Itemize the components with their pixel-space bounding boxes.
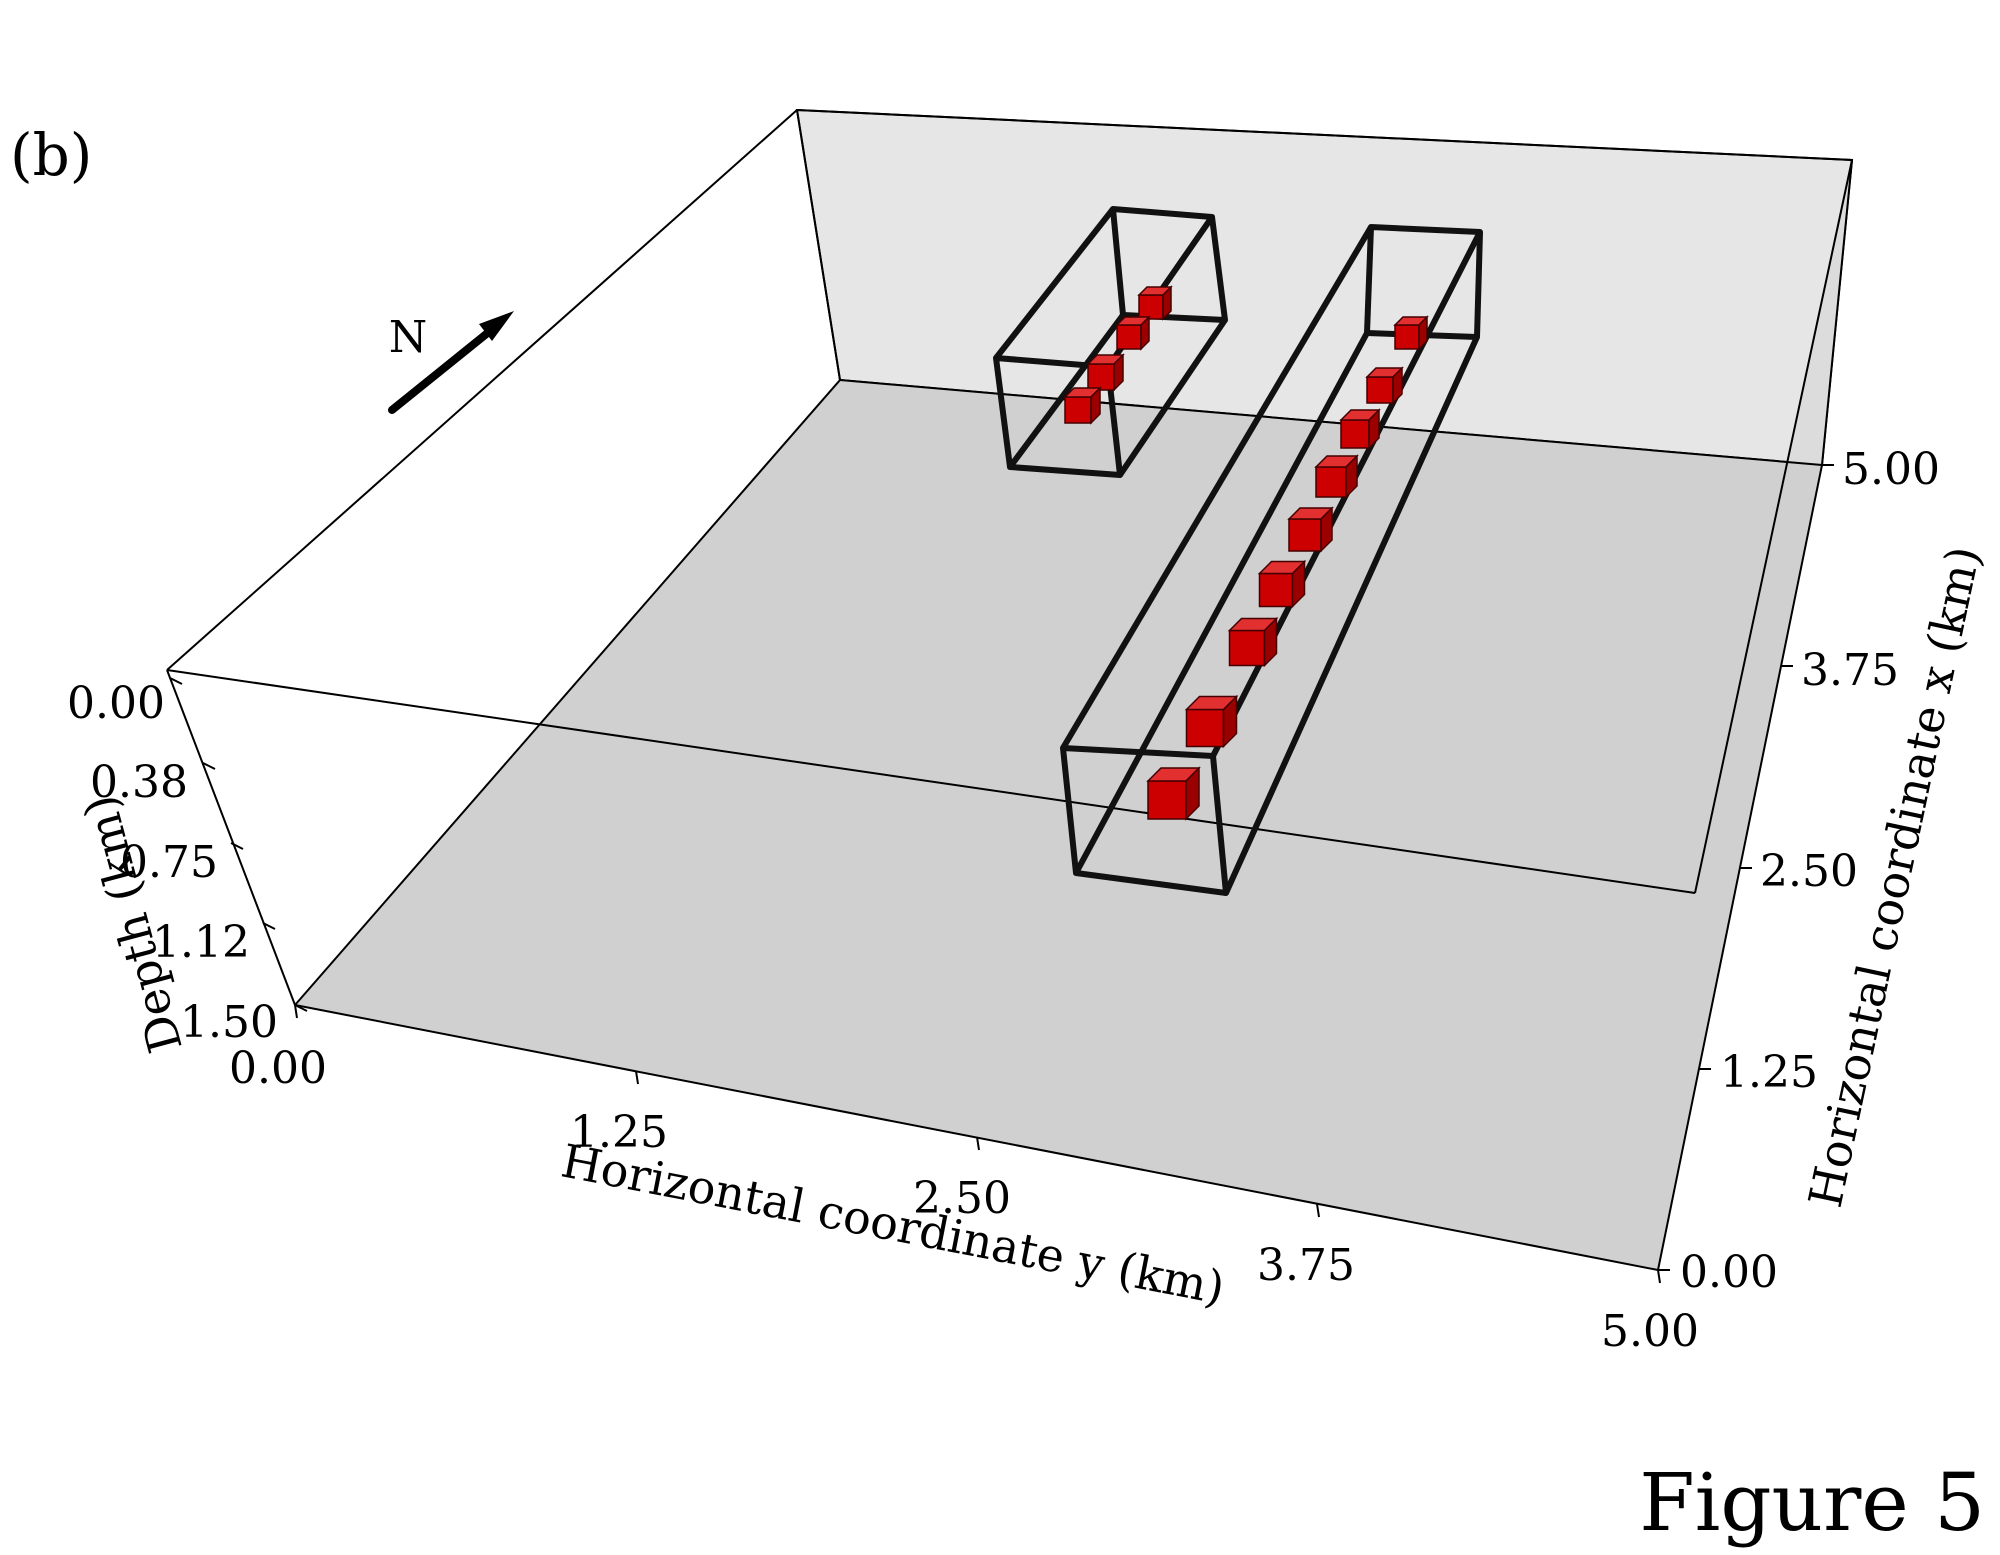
depth-tick-label: 1.12 bbox=[152, 917, 250, 968]
x-tick-label: 5.00 bbox=[1842, 444, 1940, 495]
panel-label: (b) bbox=[10, 121, 92, 189]
source-cube bbox=[1063, 386, 1102, 425]
source-cube bbox=[1137, 285, 1173, 321]
source-cubes bbox=[1063, 285, 1429, 821]
source-cube bbox=[1115, 315, 1151, 351]
y-tick-label: 5.00 bbox=[1601, 1306, 1699, 1357]
x-tick-label: 2.50 bbox=[1760, 846, 1858, 897]
source-cube bbox=[1393, 315, 1429, 351]
y-tick-label: 3.75 bbox=[1257, 1240, 1355, 1291]
source-cube bbox=[1339, 408, 1381, 450]
x-tick-label: 3.75 bbox=[1801, 645, 1899, 696]
north-label: N bbox=[389, 312, 428, 363]
y-tick-label: 1.25 bbox=[570, 1107, 668, 1158]
axis-tick-marks bbox=[169, 464, 1834, 1284]
y-tick-label: 0.00 bbox=[229, 1043, 327, 1094]
source-cube bbox=[1184, 694, 1239, 749]
north-arrow: N bbox=[388, 311, 514, 414]
source-cube bbox=[1287, 506, 1334, 553]
depth-tick-label: 1.50 bbox=[180, 997, 278, 1048]
y-tick-label: 2.50 bbox=[913, 1173, 1011, 1224]
source-cube bbox=[1314, 454, 1359, 499]
source-cube bbox=[1365, 366, 1404, 405]
x-tick-label: 0.00 bbox=[1680, 1247, 1778, 1298]
depth-tick-label: 0.75 bbox=[120, 837, 218, 888]
source-cube bbox=[1086, 353, 1125, 392]
source-cube bbox=[1227, 616, 1279, 668]
source-cube bbox=[1257, 559, 1307, 609]
depth-tick-label: 0.00 bbox=[67, 678, 165, 729]
depth-tick-label: 0.38 bbox=[90, 757, 188, 808]
source-box-short bbox=[993, 206, 1228, 478]
x-tick-label: 1.25 bbox=[1720, 1047, 1818, 1098]
source-cube bbox=[1146, 766, 1201, 821]
floor-plane bbox=[295, 380, 1822, 1270]
figure-label: Figure 5 bbox=[1639, 1456, 1985, 1549]
